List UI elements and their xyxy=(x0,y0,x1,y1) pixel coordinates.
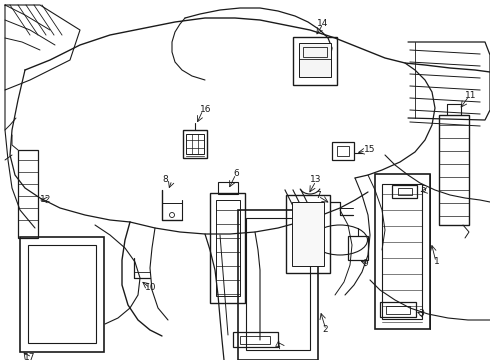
Text: 11: 11 xyxy=(465,90,476,99)
Bar xyxy=(238,210,318,360)
Bar xyxy=(375,174,430,329)
Bar xyxy=(233,332,278,347)
Bar xyxy=(246,218,310,350)
Bar xyxy=(210,193,245,303)
Text: 16: 16 xyxy=(200,104,212,113)
Text: 4: 4 xyxy=(275,342,281,351)
Bar xyxy=(186,134,204,154)
Bar xyxy=(216,200,240,296)
Text: 12: 12 xyxy=(40,195,51,204)
Bar xyxy=(183,130,207,158)
Bar xyxy=(439,115,469,225)
Text: 17: 17 xyxy=(24,352,35,360)
Text: 6: 6 xyxy=(233,168,239,177)
Bar xyxy=(293,37,337,85)
Text: 13: 13 xyxy=(310,175,321,184)
Bar xyxy=(292,202,324,266)
Bar xyxy=(392,185,417,198)
Bar xyxy=(386,306,410,314)
Bar xyxy=(380,302,416,317)
Bar xyxy=(382,184,422,319)
Text: 3: 3 xyxy=(418,310,424,319)
Text: 1: 1 xyxy=(434,257,440,266)
Text: 15: 15 xyxy=(364,145,375,154)
Bar xyxy=(332,142,354,160)
Text: 9: 9 xyxy=(362,258,368,267)
Text: 14: 14 xyxy=(317,18,328,27)
Bar xyxy=(337,146,349,156)
Bar xyxy=(303,47,327,57)
Bar xyxy=(398,188,412,195)
Bar xyxy=(18,150,38,238)
Text: 2: 2 xyxy=(322,325,328,334)
Bar xyxy=(28,245,96,343)
Bar xyxy=(348,236,368,260)
Text: 10: 10 xyxy=(145,284,156,292)
Bar xyxy=(286,195,330,273)
Bar xyxy=(218,182,238,194)
Text: 8: 8 xyxy=(162,175,168,184)
Bar xyxy=(299,43,331,77)
Bar xyxy=(20,237,104,352)
Text: 5: 5 xyxy=(420,185,426,194)
Bar xyxy=(240,336,270,344)
Text: 7: 7 xyxy=(315,190,321,199)
